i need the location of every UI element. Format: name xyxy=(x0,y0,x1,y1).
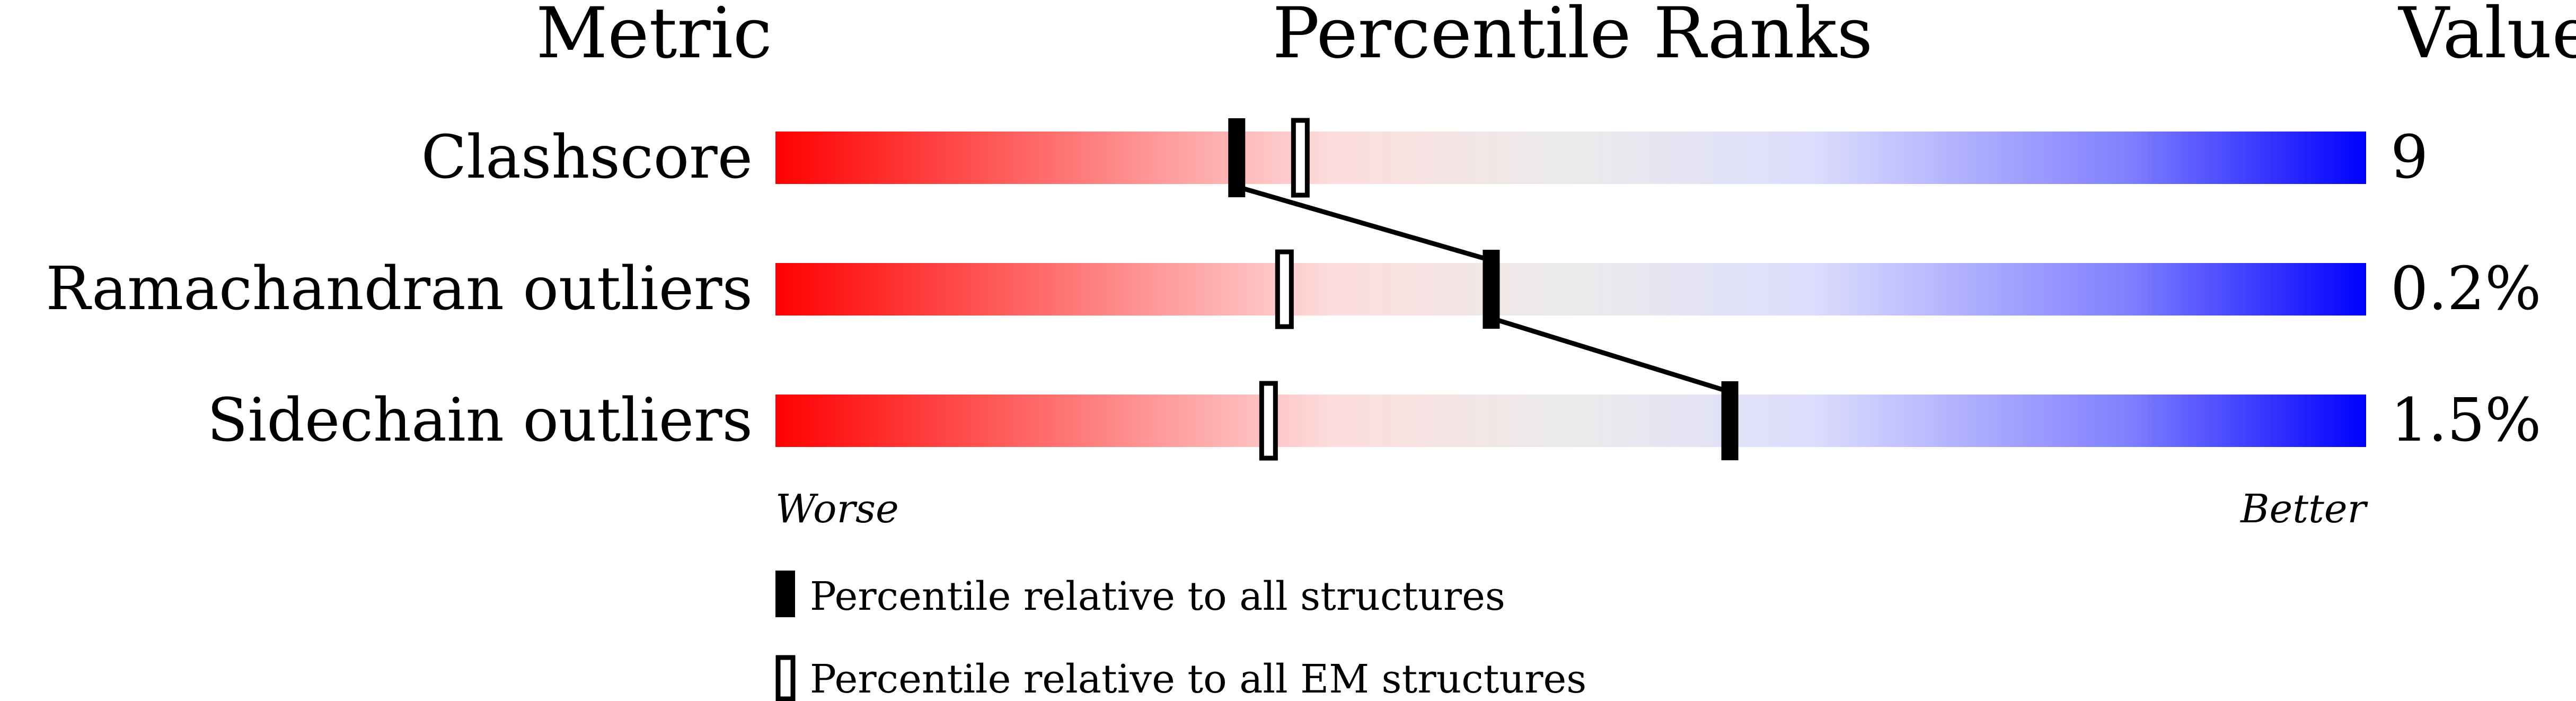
axis-worse-label: Worse xyxy=(775,486,899,532)
legend-filled-marker xyxy=(775,571,795,617)
marker-all-percentile xyxy=(1721,381,1739,460)
legend-open-marker xyxy=(775,655,796,701)
metric-value: 1.5% xyxy=(2390,386,2542,455)
header-metric: Metric xyxy=(536,0,772,74)
marker-em-percentile xyxy=(1275,249,1294,329)
metric-label: Ramachandran outliers xyxy=(46,255,753,323)
header-percentile-ranks: Percentile Ranks xyxy=(1273,0,1873,74)
metric-value: 9 xyxy=(2390,123,2428,192)
legend-label-em: Percentile relative to all EM structures xyxy=(810,656,1586,701)
legend-label-all: Percentile relative to all structures xyxy=(810,574,1505,619)
header-value: Value xyxy=(2397,0,2576,74)
connector-line xyxy=(1236,184,1492,263)
metric-row: Sidechain outliers 1.5% xyxy=(207,381,2542,461)
percentile-bar xyxy=(775,395,2366,447)
marker-all-percentile xyxy=(1483,250,1500,329)
marker-em-percentile xyxy=(1291,118,1310,198)
metric-row: Clashscore 9 xyxy=(421,118,2428,198)
percentile-bar xyxy=(775,132,2366,184)
metric-label: Clashscore xyxy=(421,123,753,192)
metric-row: Ramachandran outliers 0.2% xyxy=(46,249,2542,329)
marker-em-percentile xyxy=(1259,381,1278,461)
axis-better-label: Better xyxy=(2239,486,2368,532)
connector-line xyxy=(1490,316,1731,395)
marker-all-percentile xyxy=(1228,118,1246,197)
percentile-bar xyxy=(775,263,2366,316)
metric-value: 0.2% xyxy=(2390,255,2542,323)
metric-label: Sidechain outliers xyxy=(207,386,753,455)
